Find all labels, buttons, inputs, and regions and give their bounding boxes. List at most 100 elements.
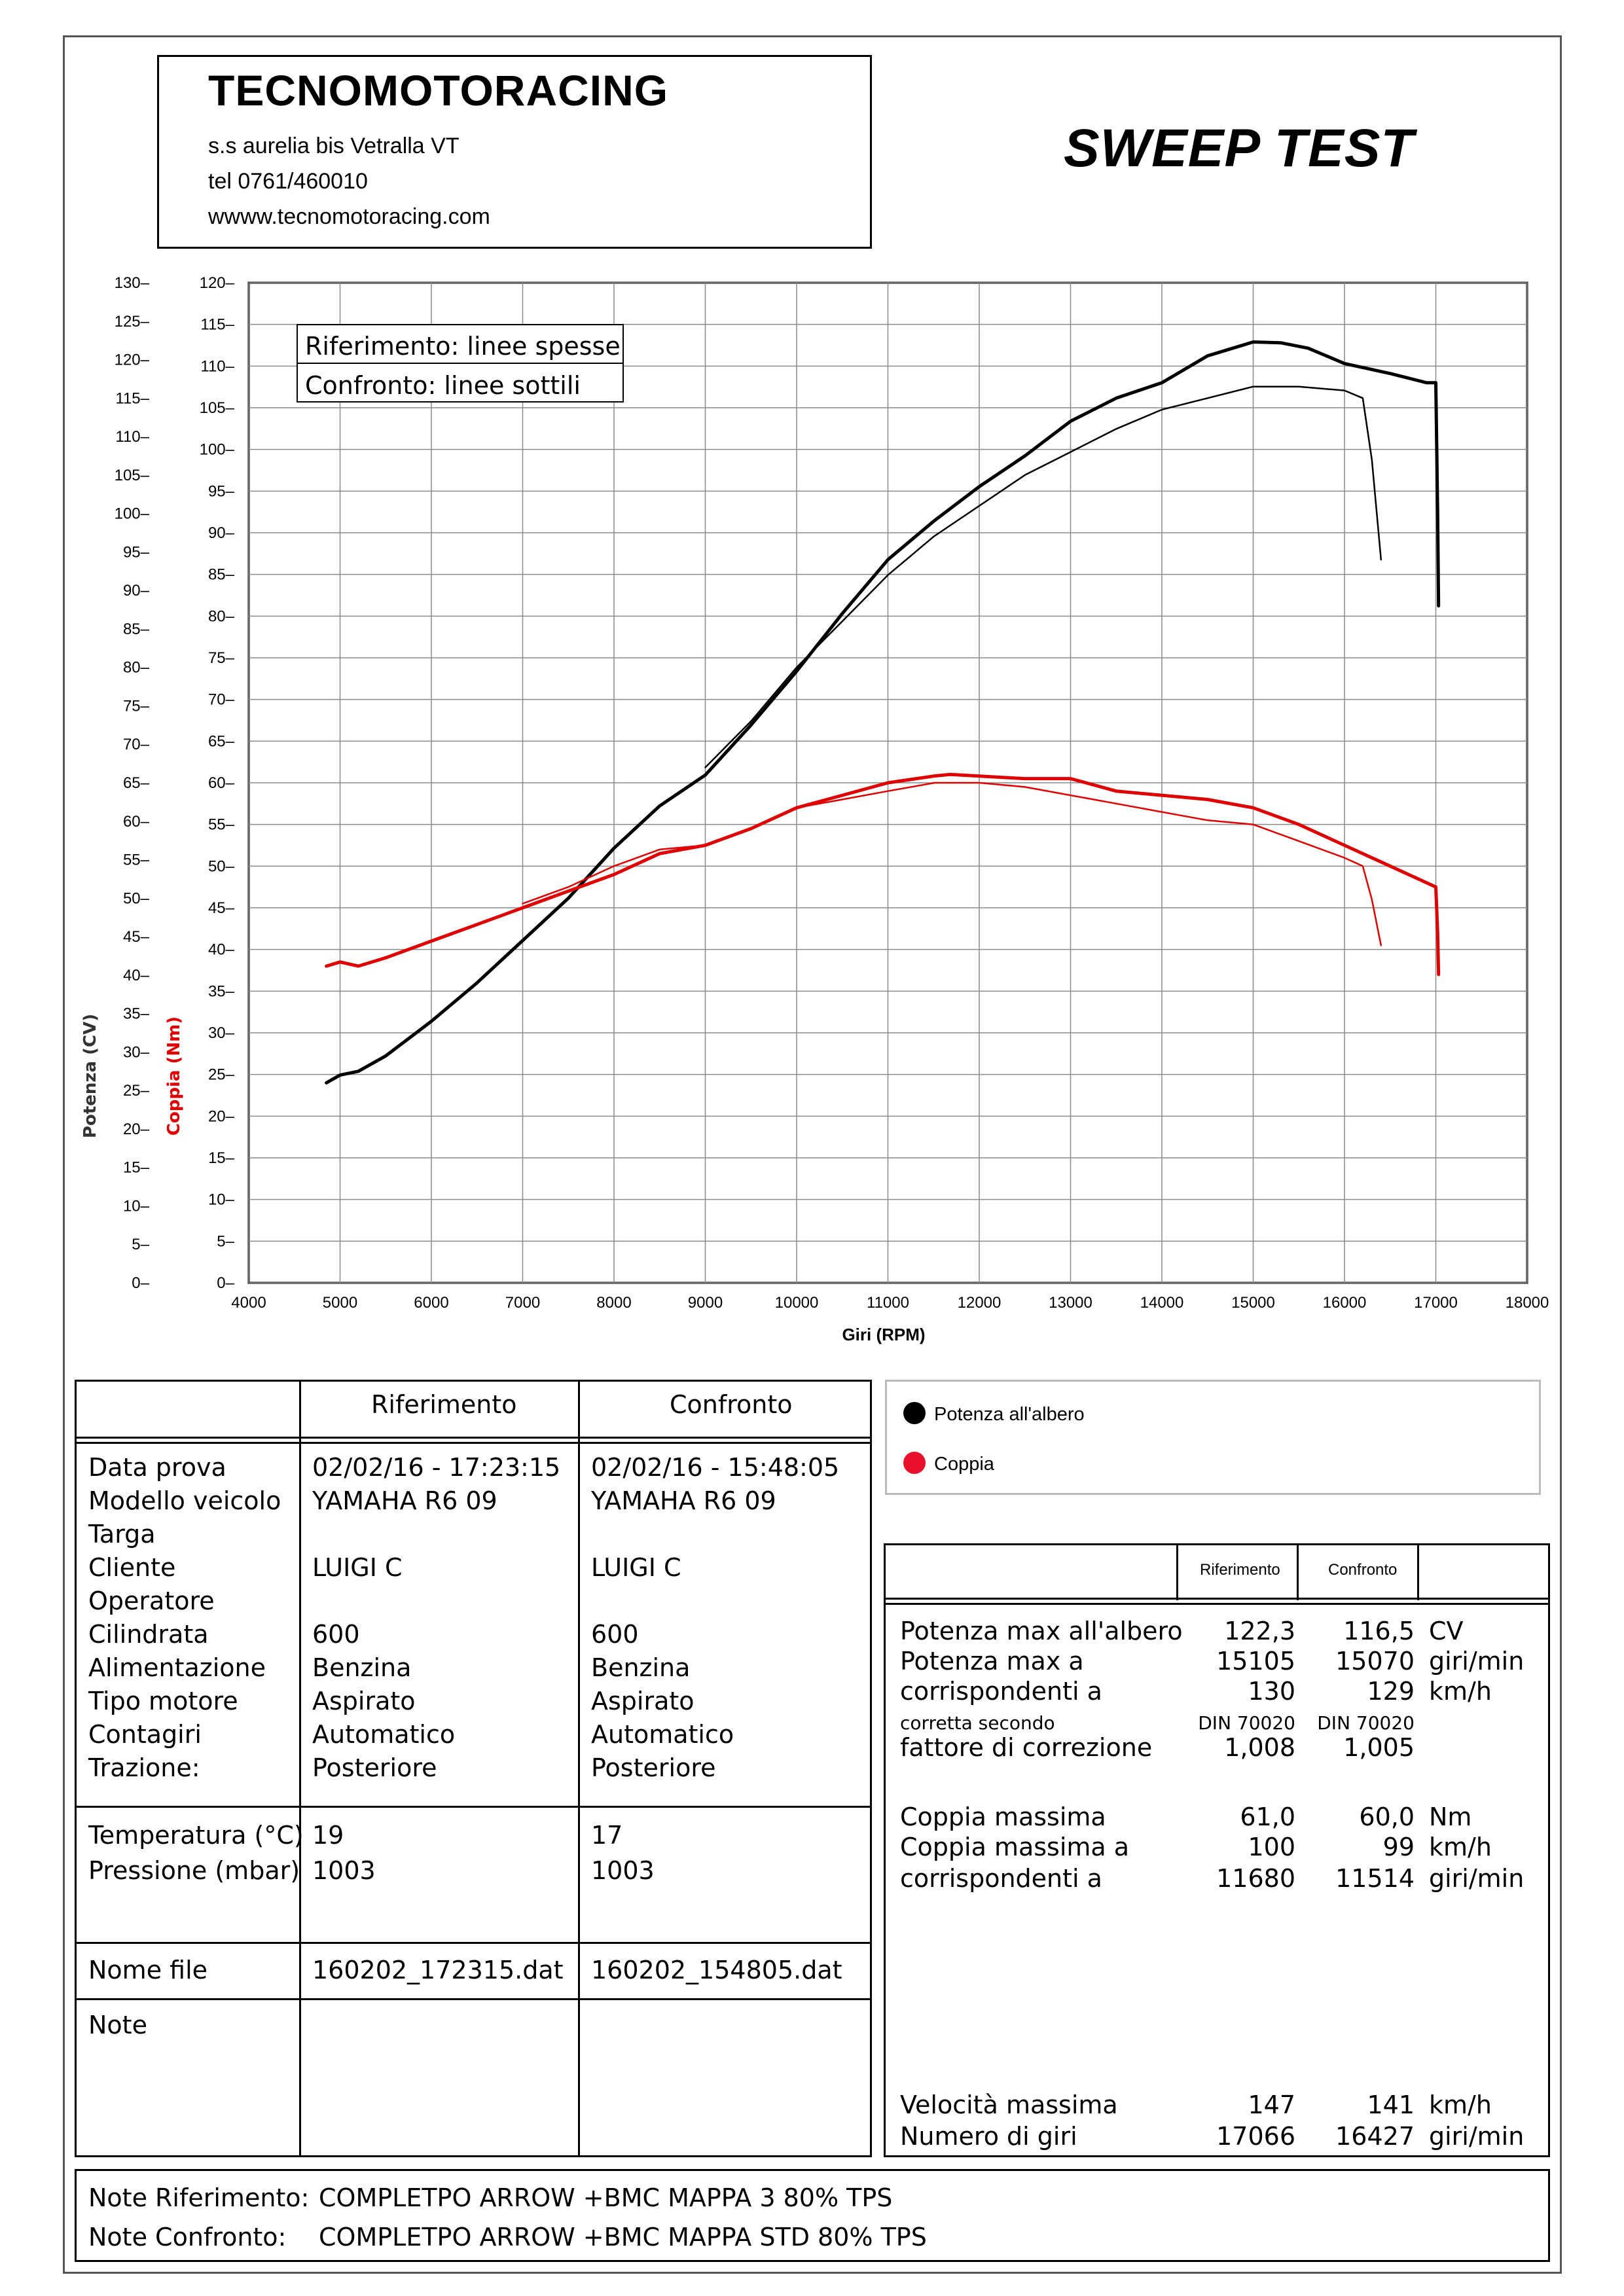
torque-tick-label: 70– bbox=[208, 691, 235, 709]
t1-file-ref: 160202_172315.dat bbox=[312, 1956, 564, 1984]
t2-row-label: corrispondenti a bbox=[900, 1677, 1102, 1706]
t2-row-cmp: 11514 bbox=[1335, 1864, 1415, 1893]
torque-tick-label: 120– bbox=[200, 274, 235, 292]
power-legend-dot-icon bbox=[903, 1402, 926, 1424]
page-frame bbox=[63, 35, 1562, 2274]
dyno-chart: 4000 5000 6000 7000 8000 9000 10000 11000 12000 1… bbox=[81, 274, 1549, 1344]
t1a-label: Data prova bbox=[88, 1453, 226, 1482]
t2-row-ref: 17066 bbox=[1216, 2122, 1295, 2151]
power-tick-label: 30– bbox=[123, 1043, 150, 1061]
torque-tick-label: 90– bbox=[208, 524, 235, 542]
t2-row-cmp: 129 bbox=[1367, 1677, 1415, 1706]
company-website: wwww.tecnomotoracing.com bbox=[208, 204, 490, 229]
t1-note-label: Note bbox=[88, 2011, 147, 2039]
x-tick-label: 6000 bbox=[414, 1294, 448, 1312]
torque-tick-label: 25– bbox=[208, 1066, 235, 1084]
t1a-cmp: YAMAHA R6 09 bbox=[591, 1486, 776, 1515]
x-tick-label: 13000 bbox=[1049, 1294, 1092, 1312]
t2-row-label: Velocità massima bbox=[900, 2090, 1118, 2119]
t1a-cmp: 600 bbox=[591, 1620, 639, 1649]
power-tick-label: 100– bbox=[115, 505, 150, 523]
x-tick-label: 16000 bbox=[1323, 1294, 1367, 1312]
t2-row-unit: km/h bbox=[1429, 2090, 1492, 2119]
t1b-cmp: 1003 bbox=[591, 1856, 655, 1885]
t2-row-ref: 100 bbox=[1248, 1833, 1295, 1861]
x-tick-label: 17000 bbox=[1414, 1294, 1458, 1312]
t1a-ref: 02/02/16 - 17:23:15 bbox=[312, 1453, 561, 1482]
power-tick-label: 10– bbox=[123, 1197, 150, 1215]
t2-row-ref: 15105 bbox=[1216, 1647, 1295, 1676]
t1a-cmp: Aspirato bbox=[591, 1687, 695, 1715]
y-axis-label-torque: Coppia (Nm) bbox=[164, 1016, 184, 1136]
t2-row-label: Coppia massima bbox=[900, 1803, 1106, 1831]
t1a-label: Operatore bbox=[88, 1587, 215, 1615]
t1a-label: Tipo motore bbox=[88, 1687, 238, 1715]
t1b-ref: 1003 bbox=[312, 1856, 376, 1885]
t1b-cmp: 17 bbox=[591, 1821, 623, 1850]
power-tick-label: 85– bbox=[123, 620, 150, 638]
t1a-label: Alimentazione bbox=[88, 1653, 266, 1682]
torque-tick-label: 10– bbox=[208, 1191, 235, 1209]
torque-tick-label: 40– bbox=[208, 941, 235, 959]
power-tick-label: 120– bbox=[115, 351, 150, 369]
t2-row-ref: 61,0 bbox=[1240, 1803, 1295, 1831]
t1b-ref: 19 bbox=[312, 1821, 344, 1850]
t2-row-label: fattore di correzione bbox=[900, 1733, 1153, 1762]
x-tick-label: 12000 bbox=[958, 1294, 1001, 1312]
note-cmp-text: COMPLETPO ARROW +BMC MAPPA STD 80% TPS bbox=[319, 2223, 927, 2251]
x-axis-label: Giri (RPM) bbox=[842, 1325, 925, 1344]
x-tick-label: 11000 bbox=[867, 1294, 909, 1312]
t1a-label: Trazione: bbox=[88, 1753, 200, 1782]
t1a-label: Modello veicolo bbox=[88, 1486, 281, 1515]
t1a-label: Contagiri bbox=[88, 1720, 202, 1749]
x-tick-label: 8000 bbox=[596, 1294, 631, 1312]
note-ref-label: Note Riferimento: bbox=[88, 2183, 310, 2212]
t2-row-ref: 122,3 bbox=[1224, 1617, 1295, 1645]
torque-tick-label: 80– bbox=[208, 607, 235, 625]
power-tick-label: 50– bbox=[123, 889, 150, 907]
t2-row-cmp: 99 bbox=[1382, 1833, 1415, 1861]
power-tick-label: 0– bbox=[132, 1274, 149, 1292]
t2-row-label: Coppia massima a bbox=[900, 1833, 1130, 1861]
company-address: s.s aurelia bis Vetralla VT bbox=[208, 134, 460, 158]
x-tick-label: 5000 bbox=[323, 1294, 357, 1312]
t1a-ref: Automatico bbox=[312, 1720, 456, 1749]
t1-file-cmp: 160202_154805.dat bbox=[591, 1956, 842, 1984]
x-tick-label: 15000 bbox=[1231, 1294, 1275, 1312]
t1b-label: Temperatura (°C) bbox=[88, 1821, 304, 1850]
power-tick-label: 80– bbox=[123, 659, 150, 677]
t2-row-label: corretta secondo bbox=[900, 1712, 1055, 1734]
t1a-ref: YAMAHA R6 09 bbox=[312, 1486, 497, 1515]
t2-row-ref: 1,008 bbox=[1224, 1733, 1295, 1762]
t2-row-cmp: 16427 bbox=[1335, 2122, 1415, 2151]
t2-row-ref: 11680 bbox=[1216, 1864, 1295, 1893]
power-tick-label: 75– bbox=[123, 697, 150, 715]
torque-tick-label: 35– bbox=[208, 982, 235, 1000]
y-axis-label-power: Potenza (CV) bbox=[81, 1014, 100, 1138]
torque-legend-dot-icon bbox=[903, 1452, 926, 1474]
test-info-table: Riferimento Confronto Data prova 02/02/16… bbox=[75, 1380, 872, 2157]
t2-header-ref: Riferimento bbox=[1200, 1561, 1280, 1579]
t2-row-cmp: 1,005 bbox=[1343, 1733, 1415, 1762]
power-tick-label: 20– bbox=[123, 1121, 150, 1138]
legend-thin-lines: Confronto: linee sottili bbox=[305, 371, 581, 400]
t2-row-cmp: 15070 bbox=[1335, 1647, 1415, 1676]
t1a-cmp: 02/02/16 - 15:48:05 bbox=[591, 1453, 840, 1482]
company-phone: tel 0761/460010 bbox=[208, 169, 368, 194]
x-tick-label: 14000 bbox=[1140, 1294, 1184, 1312]
test-title: SWEEP TEST bbox=[1064, 118, 1415, 178]
t2-row-cmp: DIN 70020 bbox=[1317, 1712, 1415, 1734]
torque-tick-label: 45– bbox=[208, 899, 235, 917]
t1a-ref: Posteriore bbox=[312, 1753, 437, 1782]
power-tick-label: 95– bbox=[123, 543, 150, 561]
t2-row-label: corrispondenti a bbox=[900, 1864, 1102, 1893]
torque-tick-label: 55– bbox=[208, 816, 235, 834]
x-tick-label: 18000 bbox=[1506, 1294, 1549, 1312]
torque-thin-curve bbox=[522, 781, 1382, 946]
t1a-cmp: Automatico bbox=[591, 1720, 734, 1749]
company-header-box bbox=[157, 55, 872, 249]
torque-tick-label: 50– bbox=[208, 857, 235, 875]
t1a-cmp: Benzina bbox=[591, 1653, 691, 1682]
t2-row-label: Numero di giri bbox=[900, 2122, 1077, 2151]
torque-tick-label: 60– bbox=[208, 774, 235, 792]
